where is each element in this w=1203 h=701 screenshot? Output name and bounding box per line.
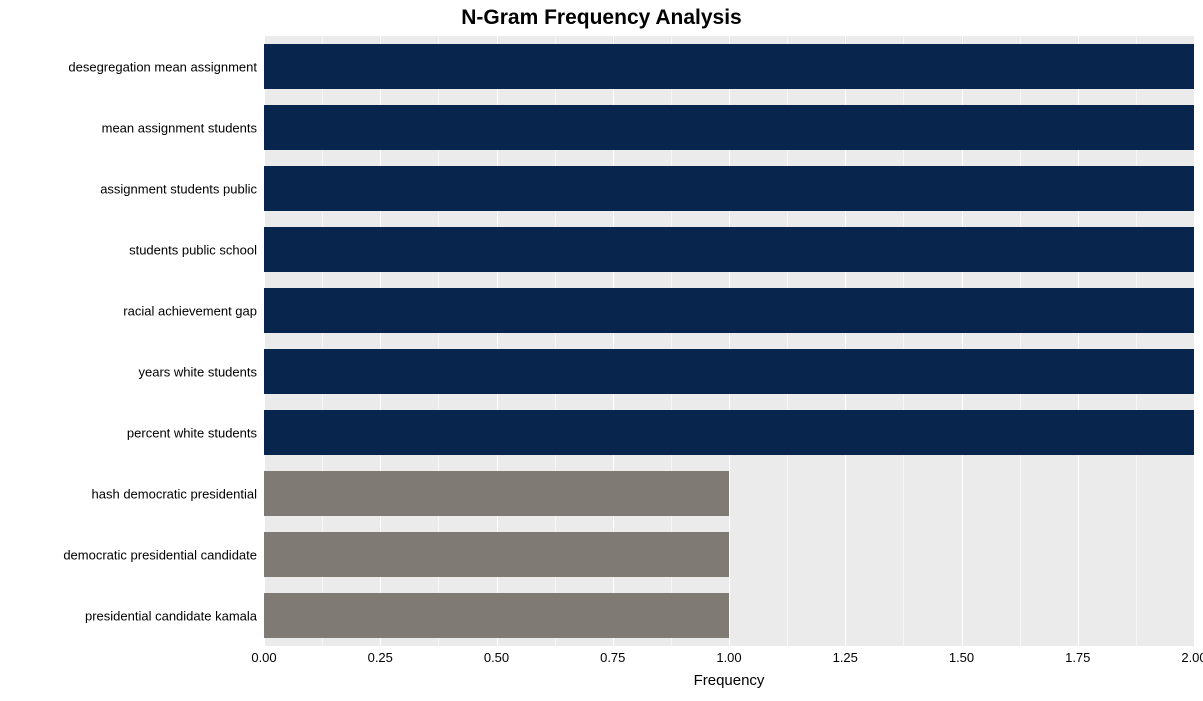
bar-row [264,105,1194,151]
bar [264,593,729,639]
bar-row [264,166,1194,212]
bar [264,349,1194,395]
bar [264,532,729,578]
bar [264,410,1194,456]
y-tick-label: hash democratic presidential [92,486,257,501]
bar [264,105,1194,151]
bar-row [264,44,1194,90]
x-tick-label: 1.00 [716,650,741,665]
y-tick-label: desegregation mean assignment [68,59,257,74]
y-tick-label: presidential candidate kamala [85,608,257,623]
y-tick-label: mean assignment students [102,120,257,135]
bar-row [264,227,1194,273]
bar-row [264,593,1194,639]
bar [264,44,1194,90]
x-tick-label: 2.00 [1181,650,1203,665]
bar [264,471,729,517]
x-tick-label: 0.25 [368,650,393,665]
chart-plot-area [264,36,1194,646]
y-tick-label: students public school [129,242,257,257]
x-tick-label: 0.50 [484,650,509,665]
chart-container: N-Gram Frequency Analysis Frequency 0.00… [0,0,1203,701]
x-axis-label: Frequency [264,672,1194,689]
bar-row [264,471,1194,517]
y-tick-label: assignment students public [100,181,257,196]
chart-title: N-Gram Frequency Analysis [0,6,1203,30]
bar-row [264,349,1194,395]
bar-row [264,410,1194,456]
y-tick-label: percent white students [127,425,257,440]
bar [264,227,1194,273]
gridline [1194,36,1195,646]
x-tick-label: 0.75 [600,650,625,665]
y-tick-label: racial achievement gap [123,303,257,318]
x-tick-label: 1.75 [1065,650,1090,665]
bar-row [264,532,1194,578]
y-tick-label: years white students [138,364,257,379]
bar [264,166,1194,212]
bar [264,288,1194,334]
x-tick-label: 0.00 [251,650,276,665]
x-tick-label: 1.50 [949,650,974,665]
y-tick-label: democratic presidential candidate [63,547,257,562]
x-tick-label: 1.25 [833,650,858,665]
bar-row [264,288,1194,334]
